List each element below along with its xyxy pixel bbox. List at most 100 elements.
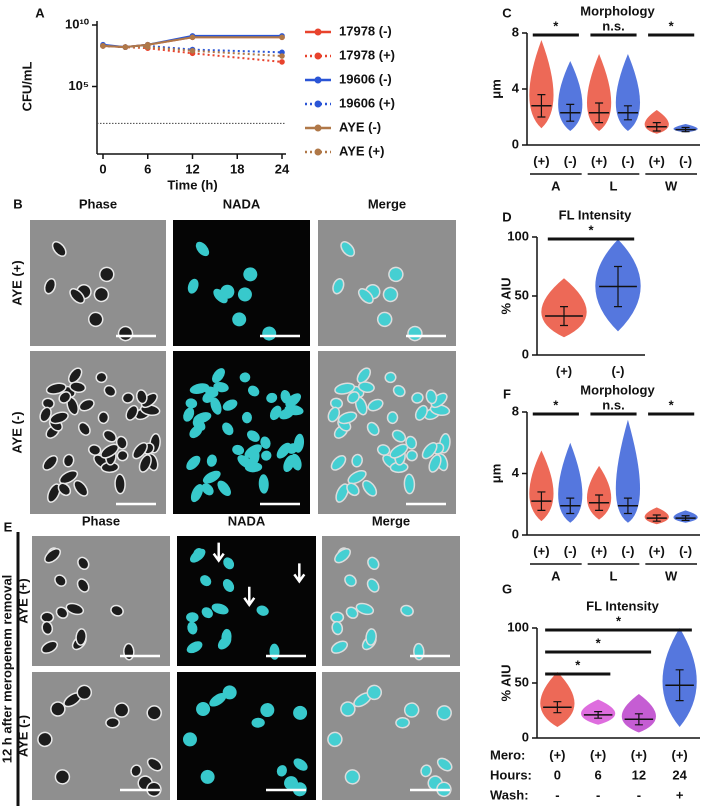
cell <box>413 642 425 661</box>
cell <box>58 469 79 485</box>
chart-title: Morphology <box>580 3 655 18</box>
cell <box>75 628 87 646</box>
cell <box>330 454 347 471</box>
cell <box>189 383 210 394</box>
cell <box>51 241 67 257</box>
cell <box>367 556 380 571</box>
x-tick-label: (-) <box>621 543 634 558</box>
row-label: AYE (+) <box>9 260 24 305</box>
cell <box>114 473 126 495</box>
cell <box>186 641 203 654</box>
cell <box>87 311 104 328</box>
point <box>144 44 151 50</box>
chart-title: FL Intensity <box>559 207 632 222</box>
table-row-label: Wash: <box>490 787 529 802</box>
panel-letter: B <box>13 196 22 211</box>
table-cell: 0 <box>554 767 561 782</box>
x-tick-label: (+) <box>591 153 607 168</box>
cell <box>276 765 287 777</box>
cell <box>146 705 162 721</box>
cell <box>58 391 72 404</box>
y-tick-label: 0 <box>512 136 519 151</box>
cell <box>362 479 378 497</box>
dot-cloud <box>529 450 554 522</box>
cell <box>212 368 225 383</box>
cell <box>365 628 377 646</box>
cell <box>45 382 67 395</box>
chart-title: FL Intensity <box>586 598 659 613</box>
cell <box>344 769 361 785</box>
cell <box>405 435 418 450</box>
x-tick-label: (+) <box>649 153 665 168</box>
cell <box>237 287 252 302</box>
cell <box>251 717 265 728</box>
table-row-label: Hours: <box>490 767 532 782</box>
cell <box>284 404 304 416</box>
significance-label: * <box>596 635 602 650</box>
cell <box>276 442 291 459</box>
significance-label: * <box>616 613 622 628</box>
cell <box>266 392 278 403</box>
cell <box>392 384 406 398</box>
y-tick-label: 50 <box>515 674 529 689</box>
cell <box>135 389 148 405</box>
cell <box>244 462 263 473</box>
cell <box>78 398 95 412</box>
column-header: Phase <box>82 513 120 528</box>
cell <box>50 701 66 717</box>
x-tick-label: (+) <box>556 363 572 378</box>
legend-label: 19606 (-) <box>339 71 392 86</box>
significance-label: n.s. <box>602 18 624 33</box>
column-header: Phase <box>79 196 117 211</box>
cell <box>260 436 271 449</box>
x-tick-label: (-) <box>564 543 577 558</box>
cell <box>187 278 199 294</box>
cell <box>41 620 54 636</box>
point <box>279 53 285 59</box>
legend-label: AYE (-) <box>339 119 381 134</box>
legend-marker <box>314 28 322 36</box>
cell <box>55 606 69 619</box>
cell <box>44 547 62 564</box>
cell <box>185 398 198 409</box>
x-tick-label: (-) <box>679 543 692 558</box>
legend-label: 19606 (+) <box>339 95 395 110</box>
x-tick-label: 12 <box>185 161 199 176</box>
cell <box>395 716 410 729</box>
cell <box>280 389 291 404</box>
dot-cloud <box>586 54 612 131</box>
y-tick-label: 0 <box>522 346 529 361</box>
group-label: L <box>610 178 618 193</box>
cell <box>43 278 57 295</box>
cell <box>332 278 345 295</box>
chart-title: Morphology <box>580 382 655 397</box>
cell <box>49 411 69 425</box>
cell <box>420 764 432 778</box>
cell <box>202 470 221 484</box>
column-header: NADA <box>228 513 266 528</box>
cell <box>201 483 214 496</box>
x-tick-label: 18 <box>230 161 244 176</box>
x-tick-label: (-) <box>564 153 577 168</box>
table-cell: - <box>637 787 641 802</box>
y-axis-title: μm <box>488 79 503 99</box>
cell <box>334 382 356 395</box>
legend-label: AYE (+) <box>339 143 384 158</box>
cell <box>95 371 108 384</box>
significance-label: * <box>553 397 559 412</box>
cell <box>105 716 120 729</box>
cell <box>344 574 357 587</box>
cell <box>436 705 452 721</box>
legend-label: 17978 (-) <box>339 23 392 38</box>
row-label: AYE (-) <box>9 411 24 453</box>
x-tick-label: 0 <box>99 161 106 176</box>
legend-marker <box>314 148 322 156</box>
cell <box>98 266 115 283</box>
panel-letter: E <box>4 519 13 534</box>
side-label: 12 h after meropenem removal <box>0 575 14 764</box>
dot-cloud <box>540 672 575 727</box>
cell <box>46 483 61 503</box>
y-tick-label: 0 <box>522 729 529 744</box>
cell <box>62 453 75 468</box>
cell <box>293 758 308 771</box>
